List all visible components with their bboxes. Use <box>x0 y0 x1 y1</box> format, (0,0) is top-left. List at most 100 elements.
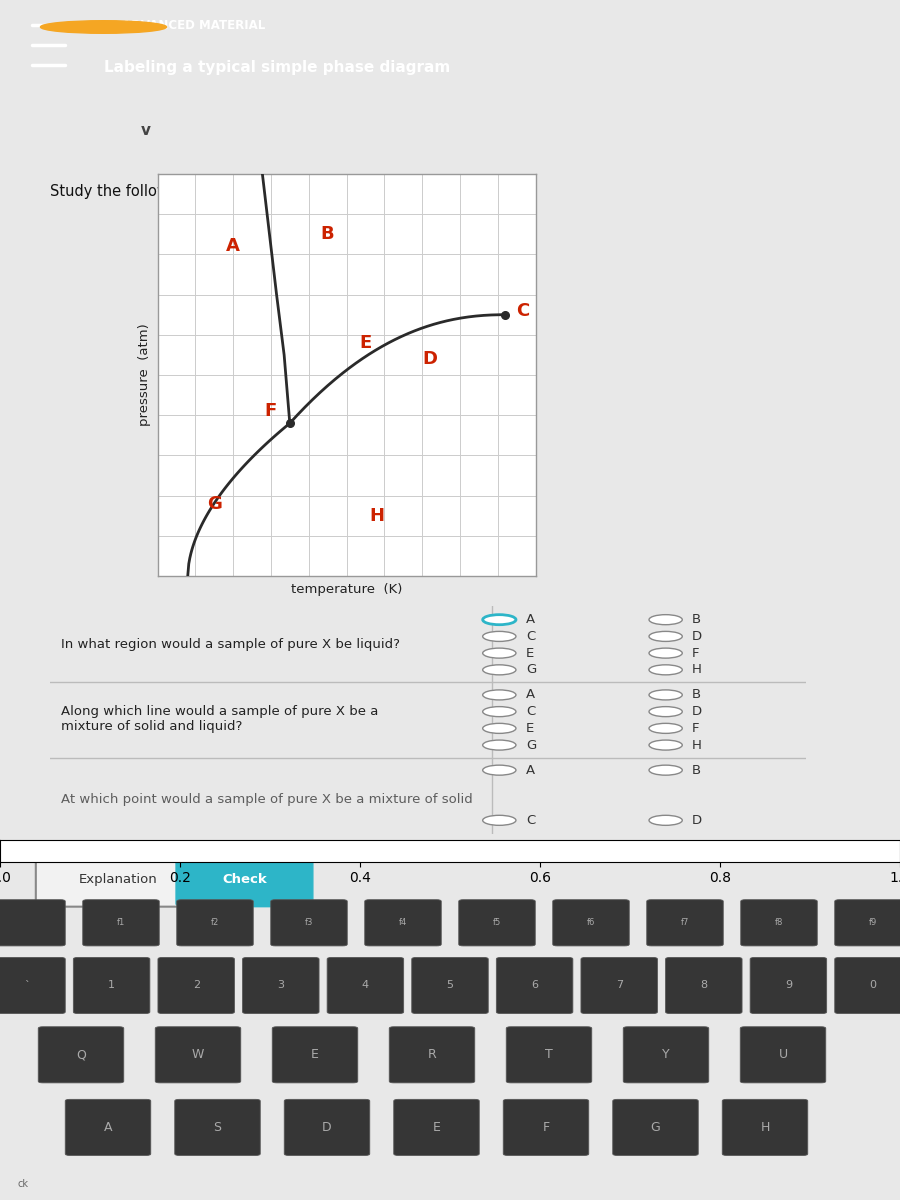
X-axis label: temperature  (K): temperature (K) <box>291 583 402 596</box>
Text: H: H <box>692 664 702 677</box>
Text: G: G <box>526 664 536 677</box>
Text: H: H <box>692 738 702 751</box>
Text: D: D <box>692 630 702 643</box>
Text: B: B <box>320 226 335 244</box>
Text: f3: f3 <box>305 918 313 928</box>
Circle shape <box>482 648 516 658</box>
FancyBboxPatch shape <box>394 1099 479 1156</box>
Text: f7: f7 <box>680 918 689 928</box>
Text: Study the following phase diagram of Substance: Study the following phase diagram of Sub… <box>50 185 410 199</box>
Circle shape <box>649 707 682 716</box>
Text: X.: X. <box>515 185 529 199</box>
Text: f6: f6 <box>587 918 595 928</box>
FancyBboxPatch shape <box>835 900 900 946</box>
Text: E: E <box>526 647 534 660</box>
FancyBboxPatch shape <box>0 900 65 946</box>
Circle shape <box>482 724 516 733</box>
Text: f1: f1 <box>117 918 125 928</box>
Circle shape <box>649 614 682 625</box>
Text: R: R <box>428 1049 436 1061</box>
Circle shape <box>482 740 516 750</box>
Text: W: W <box>192 1049 204 1061</box>
Text: A: A <box>226 238 240 256</box>
FancyBboxPatch shape <box>581 958 657 1014</box>
Text: 9: 9 <box>785 980 792 990</box>
Text: 5: 5 <box>446 980 454 990</box>
FancyBboxPatch shape <box>553 900 629 946</box>
Text: f9: f9 <box>868 918 878 928</box>
FancyBboxPatch shape <box>271 900 347 946</box>
Text: 2: 2 <box>193 980 200 990</box>
Text: Explanation: Explanation <box>78 874 158 886</box>
FancyBboxPatch shape <box>175 1099 260 1156</box>
Text: Check: Check <box>222 874 266 886</box>
FancyBboxPatch shape <box>38 1027 123 1082</box>
Circle shape <box>649 665 682 674</box>
Text: H: H <box>369 506 384 524</box>
FancyBboxPatch shape <box>0 958 65 1014</box>
Text: ck: ck <box>18 1178 29 1189</box>
FancyBboxPatch shape <box>155 1027 240 1082</box>
Text: G: G <box>526 738 536 751</box>
Text: D: D <box>692 814 702 827</box>
Text: f2: f2 <box>211 918 219 928</box>
FancyBboxPatch shape <box>176 900 253 946</box>
FancyBboxPatch shape <box>722 1099 808 1156</box>
FancyBboxPatch shape <box>272 1027 357 1082</box>
Circle shape <box>649 648 682 658</box>
Text: 4: 4 <box>362 980 369 990</box>
FancyBboxPatch shape <box>364 900 441 946</box>
FancyBboxPatch shape <box>158 958 234 1014</box>
Circle shape <box>482 766 516 775</box>
Text: 3: 3 <box>277 980 284 990</box>
Text: 0: 0 <box>869 980 877 990</box>
Text: f8: f8 <box>775 918 783 928</box>
Text: 1: 1 <box>108 980 115 990</box>
Text: 7: 7 <box>616 980 623 990</box>
Text: ADVANCED MATERIAL: ADVANCED MATERIAL <box>122 19 265 31</box>
FancyBboxPatch shape <box>741 900 817 946</box>
FancyBboxPatch shape <box>328 958 403 1014</box>
Text: C: C <box>526 706 535 718</box>
FancyBboxPatch shape <box>503 1099 589 1156</box>
Text: A: A <box>526 613 535 626</box>
Text: 8: 8 <box>700 980 707 990</box>
Circle shape <box>649 766 682 775</box>
Text: S: S <box>213 1121 221 1134</box>
Circle shape <box>482 690 516 700</box>
FancyBboxPatch shape <box>73 958 149 1014</box>
Y-axis label: pressure  (atm): pressure (atm) <box>138 324 150 426</box>
FancyBboxPatch shape <box>751 958 826 1014</box>
Text: C: C <box>526 630 535 643</box>
Text: F: F <box>543 1121 550 1134</box>
Circle shape <box>482 815 516 826</box>
Text: E: E <box>311 1049 319 1061</box>
Circle shape <box>482 614 516 625</box>
Text: T: T <box>545 1049 553 1061</box>
Text: E: E <box>526 722 534 734</box>
Text: G: G <box>651 1121 661 1134</box>
FancyBboxPatch shape <box>497 958 573 1014</box>
FancyBboxPatch shape <box>243 958 320 1014</box>
Text: A: A <box>526 763 535 776</box>
Text: © 2022 McG: © 2022 McG <box>802 846 873 856</box>
Text: D: D <box>692 706 702 718</box>
Text: Y: Y <box>662 1049 670 1061</box>
Circle shape <box>482 707 516 716</box>
Text: E: E <box>359 334 372 352</box>
Text: f5: f5 <box>493 918 501 928</box>
Text: E: E <box>433 1121 440 1134</box>
FancyBboxPatch shape <box>412 958 488 1014</box>
FancyBboxPatch shape <box>647 900 724 946</box>
Text: f4: f4 <box>399 918 407 928</box>
FancyBboxPatch shape <box>835 958 900 1014</box>
Text: A: A <box>104 1121 112 1134</box>
FancyBboxPatch shape <box>459 900 536 946</box>
FancyBboxPatch shape <box>36 852 200 907</box>
Circle shape <box>482 665 516 674</box>
Text: At which point would a sample of pure X be a mixture of solid: At which point would a sample of pure X … <box>61 793 472 806</box>
Text: A: A <box>526 689 535 702</box>
Text: Along which line would a sample of pure X be a
mixture of solid and liquid?: Along which line would a sample of pure … <box>61 704 378 733</box>
FancyBboxPatch shape <box>740 1027 826 1082</box>
Text: C: C <box>526 814 535 827</box>
